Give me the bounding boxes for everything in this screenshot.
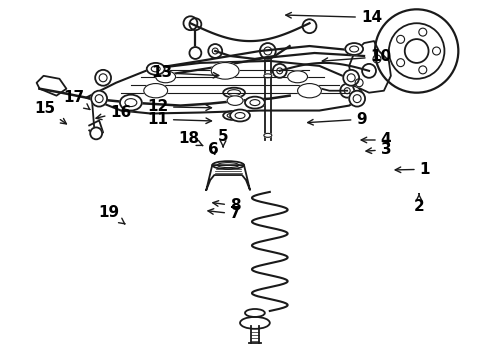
Ellipse shape [144, 84, 168, 98]
Ellipse shape [264, 133, 272, 137]
Text: 5: 5 [218, 129, 228, 147]
Ellipse shape [227, 96, 243, 105]
Circle shape [433, 47, 441, 55]
Circle shape [273, 64, 287, 78]
Polygon shape [206, 165, 250, 190]
Ellipse shape [288, 71, 308, 83]
Ellipse shape [156, 71, 175, 83]
Ellipse shape [264, 74, 272, 78]
Ellipse shape [230, 109, 250, 121]
Circle shape [349, 91, 365, 107]
Circle shape [95, 70, 111, 86]
Circle shape [190, 18, 201, 30]
Polygon shape [349, 41, 391, 93]
Text: 6: 6 [208, 142, 219, 157]
Ellipse shape [212, 161, 244, 169]
Text: 11: 11 [147, 112, 212, 127]
Circle shape [353, 45, 361, 53]
Text: 14: 14 [286, 10, 382, 25]
Text: 12: 12 [147, 99, 212, 114]
Polygon shape [86, 61, 364, 113]
Text: 7: 7 [208, 206, 241, 221]
Circle shape [340, 84, 354, 98]
Circle shape [355, 79, 363, 87]
Circle shape [396, 59, 405, 67]
Ellipse shape [120, 95, 142, 111]
Circle shape [260, 43, 276, 59]
Circle shape [362, 64, 376, 78]
Circle shape [419, 28, 427, 36]
Circle shape [90, 127, 102, 139]
Circle shape [396, 35, 405, 43]
Ellipse shape [223, 111, 243, 120]
Circle shape [208, 44, 222, 58]
Text: 10: 10 [322, 49, 392, 64]
Text: 3: 3 [366, 142, 392, 157]
Circle shape [419, 66, 427, 74]
Circle shape [190, 47, 201, 59]
Polygon shape [89, 121, 103, 138]
Text: 8: 8 [213, 198, 241, 213]
Text: 1: 1 [395, 162, 430, 177]
Text: 15: 15 [34, 101, 67, 124]
Text: 16: 16 [96, 105, 132, 120]
Text: 4: 4 [361, 132, 392, 148]
Ellipse shape [345, 43, 363, 55]
Circle shape [183, 16, 197, 30]
Circle shape [373, 55, 381, 63]
Ellipse shape [147, 63, 165, 75]
Ellipse shape [297, 84, 321, 98]
Text: 18: 18 [178, 131, 203, 147]
Circle shape [343, 70, 359, 86]
Ellipse shape [240, 317, 270, 329]
Text: 2: 2 [414, 194, 424, 214]
Text: 19: 19 [98, 204, 125, 224]
Circle shape [91, 91, 107, 107]
Circle shape [405, 39, 429, 63]
Polygon shape [37, 76, 66, 96]
Circle shape [302, 19, 317, 33]
Ellipse shape [245, 309, 265, 317]
Ellipse shape [245, 96, 265, 109]
Text: 9: 9 [308, 112, 367, 127]
Ellipse shape [223, 88, 245, 98]
Text: 13: 13 [152, 65, 219, 80]
Ellipse shape [211, 63, 239, 79]
Text: 17: 17 [63, 90, 90, 109]
Circle shape [375, 9, 458, 93]
